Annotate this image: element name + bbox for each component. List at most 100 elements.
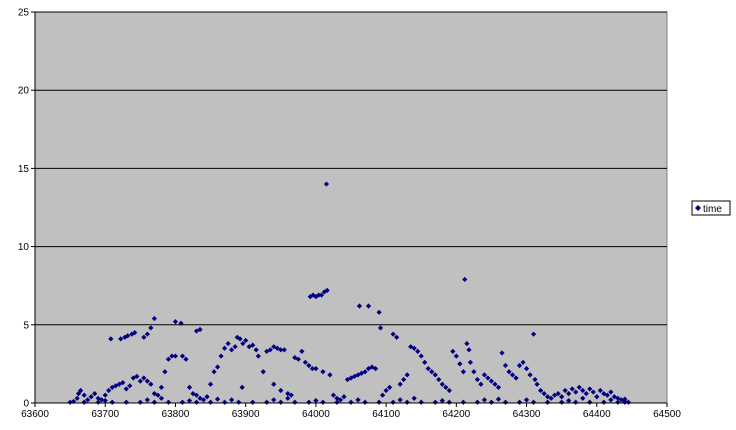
data-point — [78, 387, 84, 394]
data-point — [155, 392, 161, 398]
data-point — [466, 347, 472, 353]
data-point — [453, 353, 459, 359]
data-point — [580, 395, 586, 401]
y-tick-label: 25 — [18, 8, 30, 19]
gridlines — [35, 11, 667, 326]
data-point — [299, 348, 305, 354]
data-point — [446, 399, 452, 405]
data-point — [320, 399, 326, 405]
data-point — [134, 373, 140, 380]
data-point — [255, 353, 261, 359]
data-point — [499, 350, 505, 356]
data-point — [123, 386, 129, 392]
data-point — [123, 399, 129, 405]
data-point — [355, 397, 361, 403]
data-point — [474, 376, 480, 383]
data-point — [151, 399, 157, 405]
data-point — [411, 395, 417, 401]
x-tick-label: 64500 — [653, 409, 681, 420]
data-point — [327, 372, 333, 378]
x-tick-label: 63900 — [232, 409, 260, 420]
data-point — [240, 340, 246, 347]
data-point — [108, 336, 114, 342]
data-point — [88, 394, 94, 400]
y-tick-label: 5 — [23, 320, 29, 331]
data-point — [74, 395, 80, 401]
data-point — [436, 376, 442, 383]
data-point — [506, 369, 512, 375]
data-point — [397, 397, 403, 403]
data-point — [281, 347, 287, 353]
plot-area — [34, 11, 668, 404]
data-point — [186, 398, 193, 404]
data-point — [622, 396, 628, 402]
y-tick-label: 0 — [23, 399, 29, 410]
x-tick-label: 64100 — [372, 409, 400, 420]
data-point — [446, 387, 452, 394]
data-point — [292, 399, 298, 405]
data-point — [513, 375, 519, 381]
data-point — [179, 399, 186, 405]
data-point — [559, 394, 565, 400]
data-point — [530, 331, 537, 337]
data-point — [432, 372, 438, 378]
data-point — [214, 396, 221, 402]
data-point — [197, 326, 203, 333]
data-point — [541, 391, 547, 397]
data-point — [130, 375, 136, 381]
data-point — [594, 394, 600, 400]
data-point — [450, 348, 456, 354]
data-point — [109, 384, 115, 390]
data-point — [387, 384, 393, 390]
data-point — [356, 303, 363, 309]
data-point — [587, 399, 593, 405]
data-point — [337, 397, 344, 403]
data-point — [562, 387, 568, 394]
data-point — [471, 369, 477, 375]
data-point — [432, 399, 438, 405]
data-point — [271, 381, 277, 387]
data-point — [348, 399, 354, 405]
data-point — [460, 369, 466, 375]
data-point — [520, 359, 526, 365]
data-point — [288, 392, 294, 398]
data-point — [390, 331, 396, 337]
data-point — [492, 381, 498, 387]
data-point — [566, 391, 572, 397]
data-point — [334, 399, 340, 405]
data-point — [380, 392, 386, 398]
data-point — [295, 356, 301, 362]
x-tick-label: 64400 — [583, 409, 611, 420]
data-point — [141, 334, 147, 340]
data-point — [151, 315, 157, 322]
data-point — [488, 378, 495, 384]
data-point — [425, 365, 431, 372]
data-point — [566, 398, 572, 404]
data-point — [618, 397, 624, 403]
data-points — [67, 181, 631, 405]
data-point — [222, 345, 228, 351]
data-point — [158, 384, 164, 390]
data-point — [102, 398, 108, 404]
data-point — [611, 394, 617, 400]
data-point — [488, 399, 495, 405]
data-point — [165, 399, 172, 405]
data-point — [92, 391, 98, 397]
data-point — [464, 340, 470, 347]
x-tick-label: 64200 — [442, 409, 470, 420]
data-point — [390, 399, 396, 405]
data-point — [132, 330, 138, 336]
data-point — [481, 372, 488, 378]
data-point — [122, 334, 128, 340]
legend-marker-diamond — [695, 205, 701, 211]
data-point — [214, 364, 221, 370]
data-point — [532, 376, 538, 383]
data-point — [120, 380, 126, 386]
data-point — [229, 397, 235, 403]
data-point — [190, 391, 196, 397]
data-point — [165, 356, 172, 362]
data-point — [462, 276, 468, 283]
data-point — [548, 395, 554, 401]
data-point — [439, 381, 445, 387]
data-point — [474, 399, 480, 405]
